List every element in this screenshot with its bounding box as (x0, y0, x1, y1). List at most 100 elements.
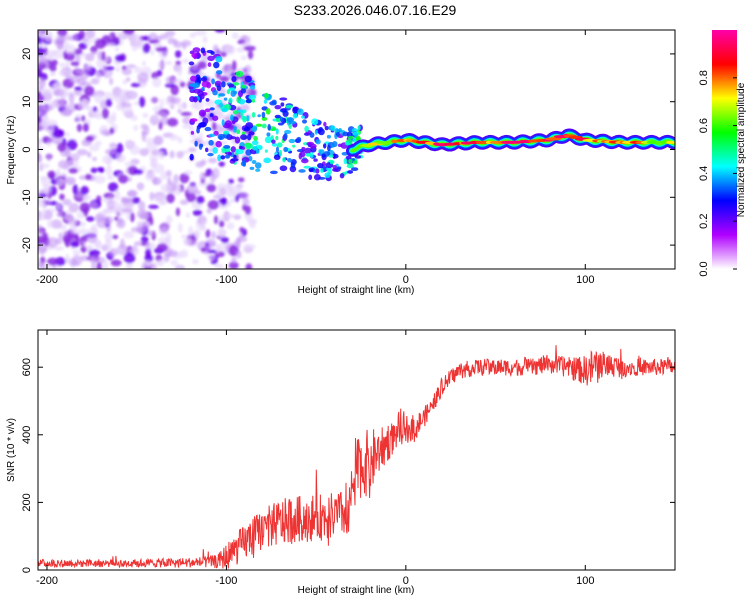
spectrogram-noise-blob (84, 53, 95, 62)
spectrogram-noise-blob (171, 97, 181, 104)
spectrogram-signal-blob (242, 159, 246, 166)
spectrogram-signal-blob (324, 172, 331, 178)
spectrogram-noise-blob (173, 41, 183, 48)
spectrogram-signal-blob (198, 109, 207, 117)
spectrogram-noise-blob (151, 177, 162, 186)
spectrogram-noise-blob (96, 262, 103, 269)
spectrogram-signal-blob (236, 129, 241, 135)
spectrogram-signal-blob (244, 75, 252, 83)
spectrogram-noise-blob (107, 175, 114, 180)
spectrogram-signal-blob (251, 111, 256, 118)
spectrogram-signal-blob (254, 162, 262, 169)
spectrogram-noise-blob (130, 82, 141, 88)
spectrogram-signal-blob (223, 145, 231, 149)
spectrogram-signal-blob (205, 98, 210, 102)
spectrogram-noise-blob (86, 233, 98, 244)
spectrogram-noise-blob (76, 123, 83, 132)
spectrogram-noise-blob (108, 182, 119, 192)
spectrogram-noise-blob (129, 212, 135, 223)
spectrogram-noise-blob (228, 261, 239, 269)
spectrogram-noise-blob (219, 203, 228, 210)
spectrogram-signal-blob (318, 126, 323, 132)
spectrogram-x-tick-label: 100 (576, 274, 594, 286)
spectrogram-noise-blob (164, 60, 173, 65)
spectrogram-noise-blob (239, 226, 245, 233)
spectrogram-signal-blob (314, 129, 318, 135)
spectrogram-noise-blob (59, 109, 72, 117)
spectrogram-noise-blob (213, 215, 219, 225)
spectrogram-signal-blob (200, 77, 208, 82)
spectrogram-noise-blob (38, 55, 48, 65)
spectrogram-signal-blob (223, 97, 228, 101)
spectrogram-signal-blob (231, 75, 237, 83)
spectrogram-signal-blob (348, 158, 353, 164)
spectrogram-noise-blob (142, 43, 151, 54)
spectrogram-noise-blob (55, 168, 61, 177)
spectrogram-signal-blob (276, 142, 283, 148)
spectrogram-noise-blob (244, 64, 252, 75)
spectrogram-noise-blob (216, 186, 221, 197)
spectrogram-noise-blob (186, 184, 199, 194)
spectrogram-noise-blob (39, 106, 49, 116)
spectrogram-noise-blob (85, 216, 95, 222)
spectrogram-signal-blob (336, 166, 342, 170)
spectrogram-signal-blob (204, 126, 212, 132)
spectrogram-noise-blob (78, 42, 88, 50)
spectrogram-noise-blob (144, 124, 150, 136)
spectrogram-noise-blob (159, 33, 169, 40)
spectrogram-signal-blob (332, 167, 339, 172)
spectrogram-noise-blob (94, 38, 106, 49)
spectrogram-noise-blob (205, 229, 211, 238)
spectrogram-noise-blob (84, 173, 92, 181)
spectrogram-y-tick-label: 0 (21, 146, 33, 152)
spectrogram-signal-blob (249, 166, 255, 171)
spectrogram-hot-spot (391, 139, 399, 144)
spectrogram-signal-blob (221, 107, 228, 113)
spectrogram-noise-blob (103, 91, 114, 103)
spectrogram-noise-blob (137, 72, 149, 84)
spectrogram-noise-blob (56, 201, 62, 211)
spectrogram-noise-blob (186, 192, 197, 203)
spectrogram-noise-blob (105, 98, 113, 107)
spectrogram-signal-blob (230, 158, 239, 162)
snr-panel: -200 -100 0 100 0 200 400 600 Height of straig… (6, 329, 676, 596)
spectrogram-signal-blob (255, 123, 263, 127)
spectrogram-noise-blob (93, 256, 106, 264)
spectrogram-noise-blob (138, 96, 146, 108)
spectrogram-noise-blob (80, 255, 90, 262)
spectrogram-noise-blob (46, 219, 53, 229)
colorbar-tick-label: 0.2 (698, 214, 710, 229)
spectrogram-noise-blob (229, 198, 236, 203)
spectrogram-signal-blob (240, 84, 247, 89)
spectrogram-noise-blob (219, 187, 227, 197)
spectrogram-noise-blob (144, 254, 154, 263)
spectrogram-noise-blob (148, 39, 160, 44)
spectrogram-signal-blob (352, 160, 358, 165)
spectrogram-signal-blob (199, 121, 207, 128)
spectrogram-noise-blob (238, 191, 250, 199)
spectrogram-noise-blob (192, 209, 203, 216)
spectrogram-noise-blob (57, 142, 67, 152)
spectrogram-signal-blob (327, 144, 331, 152)
spectrogram-noise-blob (152, 77, 162, 88)
spectrogram-noise-blob (226, 222, 235, 230)
spectrogram-signal-blob (270, 127, 277, 131)
spectrogram-noise-blob (158, 121, 163, 131)
spectrogram-noise-blob (118, 174, 129, 184)
snr-y-tick-label: 200 (21, 493, 33, 511)
spectrogram-noise-blob (118, 89, 130, 101)
spectrogram-noise-blob (160, 183, 172, 193)
spectrogram-noise-blob (182, 42, 187, 50)
spectrogram-noise-blob (46, 138, 54, 144)
spectrogram-noise-blob (79, 202, 91, 214)
snr-y-tick-label: 600 (21, 358, 33, 376)
spectrogram-signal-blob (217, 133, 225, 140)
spectrogram-signal-blob (263, 157, 272, 164)
spectrogram-noise-blob (67, 103, 74, 110)
spectrogram-noise-blob (160, 171, 168, 181)
spectrogram-noise-blob (94, 175, 106, 184)
spectrogram-noise-blob (176, 103, 188, 108)
spectrogram-noise-blob (191, 64, 198, 71)
spectrogram-signal-blob (354, 155, 362, 159)
spectrogram-noise-blob (38, 224, 43, 230)
